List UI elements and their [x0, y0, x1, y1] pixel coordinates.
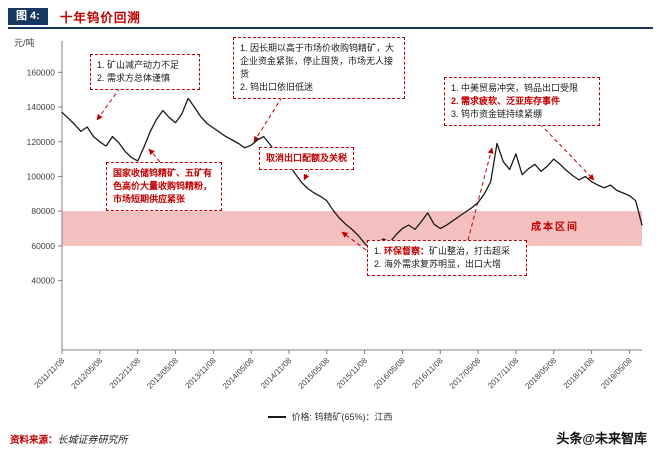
- annotation-export-quota: 取消出口配额及关税: [259, 147, 355, 171]
- figure-header: 图 4: 十年钨价回溯: [8, 6, 653, 29]
- svg-text:140000: 140000: [27, 102, 56, 112]
- svg-text:2017/11/08: 2017/11/08: [486, 356, 521, 391]
- source-note: 资料来源：长城证券研究所: [10, 431, 128, 446]
- watermark: 头条@未来智库: [556, 431, 647, 446]
- cost-band-label: 成本区间: [531, 222, 579, 233]
- price-series-line: [61, 97, 643, 251]
- svg-text:2019/05/08: 2019/05/08: [599, 356, 634, 391]
- svg-text:2015/05/08: 2015/05/08: [297, 356, 332, 391]
- arrow-box2: [253, 96, 283, 143]
- annotation-line: 2. 海外需求复苏明显，出口大增: [374, 259, 502, 270]
- annotation-line-highlight: 取消出口配额及关税: [266, 153, 348, 163]
- source-value: 长城证券研究所: [57, 435, 128, 446]
- chart-legend: 价格: 钨精矿(65%)：江西: [0, 410, 661, 423]
- annotation-line: 1. 环保督察：矿山整治，打击超采: [374, 245, 520, 258]
- y-axis-unit-label: 元/吨: [14, 38, 35, 48]
- svg-text:160000: 160000: [27, 67, 56, 77]
- figure-number-badge: 图 4:: [8, 7, 48, 26]
- legend-label: 价格: 钨精矿(65%)：江西: [291, 412, 393, 422]
- figure-title: 十年钨价回溯: [59, 11, 141, 25]
- annotation-line-rest: 矿山整治，打击超采: [429, 246, 511, 256]
- svg-text:2012/05/08: 2012/05/08: [70, 356, 105, 391]
- svg-text:2015/11/08: 2015/11/08: [335, 356, 370, 391]
- svg-text:100000: 100000: [27, 171, 56, 181]
- svg-text:2012/11/08: 2012/11/08: [108, 356, 143, 391]
- annotation-line-highlight: 2. 需求疲软、泛亚库存事件: [451, 96, 561, 107]
- svg-text:2018/05/08: 2018/05/08: [523, 356, 558, 391]
- svg-text:60000: 60000: [31, 241, 55, 251]
- annotation-line-highlight: 国家收储钨精矿、五矿有色高价大量收购钨精粉，市场短期供应紧张: [113, 168, 213, 205]
- annotation-supply-demand: 1. 矿山减产动力不足 2. 需求方总体谨慎: [90, 54, 200, 91]
- svg-text:2018/11/08: 2018/11/08: [562, 356, 597, 391]
- svg-text:40000: 40000: [31, 276, 55, 286]
- svg-text:2017/05/08: 2017/05/08: [448, 356, 483, 391]
- svg-text:2013/11/08: 2013/11/08: [183, 356, 218, 391]
- svg-text:2011/11/08: 2011/11/08: [33, 356, 67, 390]
- annotation-line-num: 1.: [374, 246, 385, 256]
- price-line-chart: 40000 60000 80000 100000 120000 140000 160000 2…: [27, 41, 643, 391]
- svg-text:120000: 120000: [27, 137, 56, 147]
- svg-text:2014/05/08: 2014/05/08: [221, 356, 256, 391]
- svg-text:2016/11/08: 2016/11/08: [410, 356, 445, 391]
- annotation-trade-conflict: 1. 中美贸易冲突，钨品出口受限 2. 需求疲软、泛亚库存事件 3. 钨市资金链…: [444, 77, 600, 127]
- annotation-line: 1. 中美贸易冲突，钨品出口受限: [451, 83, 579, 93]
- annotation-line: 2. 钨出口依旧低迷: [240, 82, 314, 93]
- annotation-line: 1. 因长期以高于市场价收购钨精矿，大企业资金紧张，停止囤货，市场无人接货: [240, 43, 395, 80]
- annotation-environment-inspection: 1. 环保督察：矿山整治，打击超采 2. 海外需求复苏明显，出口大增: [367, 240, 527, 277]
- annotation-line-highlight: 环保督察：: [384, 246, 430, 256]
- annotation-line: 2. 需求方总体谨慎: [97, 73, 171, 84]
- svg-text:80000: 80000: [31, 206, 55, 216]
- arrow-box6-left: [341, 231, 367, 251]
- annotation-line: 1. 矿山减产动力不足: [97, 60, 180, 70]
- annotation-hoarding-stop: 1. 因长期以高于市场价收购钨精矿，大企业资金紧张，停止囤货，市场无人接货 2.…: [233, 37, 405, 100]
- arrow-box1: [96, 87, 121, 121]
- svg-text:2016/05/08: 2016/05/08: [372, 356, 407, 391]
- arrow-box4: [148, 148, 161, 163]
- annotation-line: 3. 钨市资金链持续紧绷: [451, 109, 543, 120]
- annotation-state-reserve: 国家收储钨精矿、五矿有色高价大量收购钨精粉，市场短期供应紧张: [106, 162, 222, 212]
- arrow-box6-up: [467, 147, 494, 241]
- svg-text:2014/11/08: 2014/11/08: [259, 356, 294, 391]
- source-label: 资料来源：: [10, 435, 58, 446]
- arrow-box3: [539, 123, 595, 181]
- svg-text:2013/05/08: 2013/05/08: [145, 356, 180, 391]
- legend-line-swatch: [268, 415, 287, 418]
